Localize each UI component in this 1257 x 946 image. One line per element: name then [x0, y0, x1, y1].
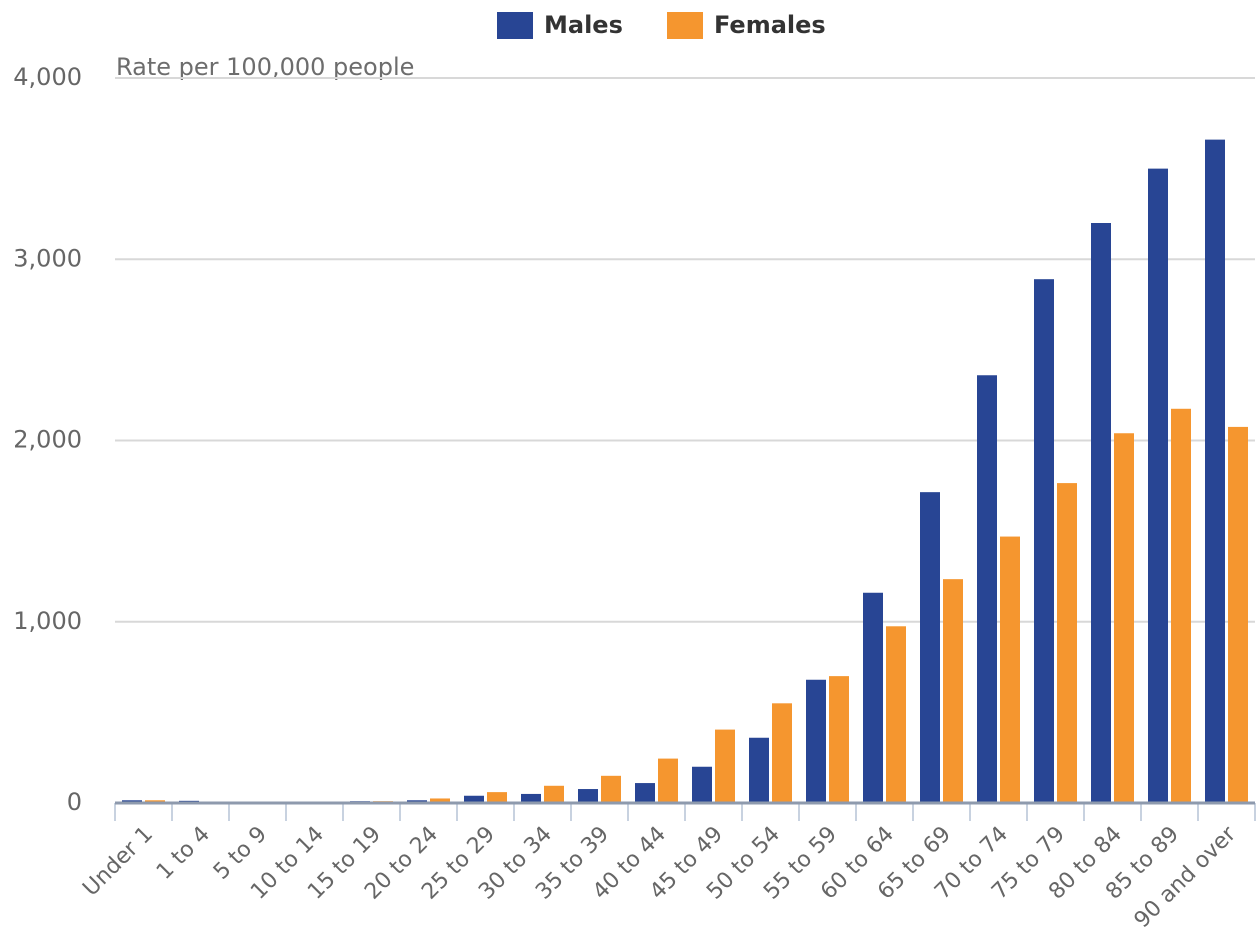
legend-swatch [497, 12, 533, 39]
bar [1228, 426, 1248, 803]
bar [692, 766, 712, 803]
bar [464, 795, 484, 803]
bar [544, 785, 564, 803]
y-tick-label: 3,000 [13, 244, 82, 272]
legend-label: Females [714, 11, 826, 39]
bar [772, 703, 792, 803]
bar [487, 792, 507, 803]
bar [715, 729, 735, 803]
x-tick-label: 1 to 4 [152, 822, 215, 885]
bar [977, 375, 997, 803]
legend-label: Males [544, 11, 623, 39]
bar [863, 592, 883, 803]
y-tick-label: 4,000 [13, 63, 82, 91]
bar [1091, 223, 1111, 803]
y-tick-label: 0 [67, 788, 82, 816]
y-axis-label: Rate per 100,000 people [116, 53, 414, 81]
y-tick-label: 2,000 [13, 426, 82, 454]
x-tick-label: Under 1 [78, 822, 158, 902]
bar [521, 793, 541, 803]
bar [601, 775, 621, 803]
bar [886, 626, 906, 803]
bar [1205, 139, 1225, 803]
legend-swatch [667, 12, 703, 39]
bar [635, 783, 655, 803]
bar [1057, 483, 1077, 803]
bar [806, 679, 826, 803]
bar [658, 758, 678, 803]
x-tick-label: 90 and over [1130, 821, 1242, 933]
bar [1148, 168, 1168, 803]
bar [430, 798, 450, 803]
bar [1171, 408, 1191, 803]
bar [578, 789, 598, 803]
bar [749, 737, 769, 803]
bar [943, 579, 963, 803]
bar [920, 492, 940, 803]
y-tick-label: 1,000 [13, 607, 82, 635]
bar [829, 676, 849, 803]
bar [1000, 536, 1020, 803]
bar [1114, 433, 1134, 803]
bar [1034, 279, 1054, 803]
